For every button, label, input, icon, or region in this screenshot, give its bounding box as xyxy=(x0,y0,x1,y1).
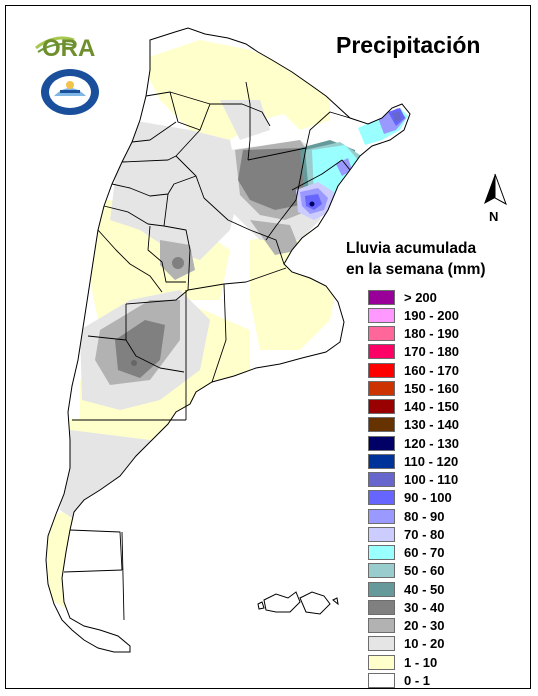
map-title: Precipitación xyxy=(336,32,481,58)
legend-swatch xyxy=(368,417,395,433)
legend-label: 160 - 170 xyxy=(404,362,459,378)
legend-label: 100 - 110 xyxy=(404,472,459,488)
legend-label: > 200 xyxy=(404,289,437,305)
legend-row: 1 - 10 xyxy=(368,653,518,671)
legend-row: 50 - 60 xyxy=(368,562,518,580)
legend-swatch xyxy=(368,563,395,579)
legend-row: 30 - 40 xyxy=(368,598,518,616)
legend-swatch xyxy=(368,599,395,615)
smn-logo xyxy=(40,68,100,121)
legend-label: 20 - 30 xyxy=(404,618,445,634)
smn-logo-graphic xyxy=(41,69,99,115)
legend-label: 60 - 70 xyxy=(404,545,445,561)
legend-row: 120 - 130 xyxy=(368,434,518,452)
legend-row: 40 - 50 xyxy=(368,580,518,598)
legend-label: 190 - 200 xyxy=(404,307,459,323)
legend-label: 1 - 10 xyxy=(404,654,438,670)
legend: > 200 190 - 200 180 - 190 170 - 180 160 - 17… xyxy=(368,288,518,690)
legend-swatch xyxy=(368,526,395,542)
legend-title-line2: en la semana (mm) xyxy=(346,261,486,278)
legend-row: 160 - 170 xyxy=(368,361,518,379)
legend-row: 20 - 30 xyxy=(368,617,518,635)
legend-label: 0 - 1 xyxy=(404,672,431,688)
legend-label: 40 - 50 xyxy=(404,581,445,597)
legend-swatch xyxy=(368,399,395,415)
legend-label: 180 - 190 xyxy=(404,326,459,342)
legend-swatch xyxy=(368,654,395,670)
legend-swatch xyxy=(368,545,395,561)
legend-swatch xyxy=(368,289,395,305)
legend-swatch xyxy=(368,380,395,396)
legend-label: 30 - 40 xyxy=(404,599,445,615)
legend-label: 150 - 160 xyxy=(404,380,459,396)
legend-label: 90 - 100 xyxy=(404,490,452,506)
legend-row: 80 - 90 xyxy=(368,507,518,525)
legend-title-line1: Lluvia acumulada xyxy=(346,240,477,257)
legend-swatch xyxy=(368,490,395,506)
ora-logo-graphic: ORA xyxy=(35,35,95,62)
legend-swatch xyxy=(368,581,395,597)
legend-swatch xyxy=(368,326,395,342)
ora-logo-text: ORA xyxy=(42,35,95,62)
legend-row: > 200 xyxy=(368,288,518,306)
legend-label: 70 - 80 xyxy=(404,526,445,542)
legend-row: 110 - 120 xyxy=(368,452,518,470)
legend-label: 140 - 150 xyxy=(404,399,459,415)
legend-row: 70 - 80 xyxy=(368,525,518,543)
legend-label: 120 - 130 xyxy=(404,435,459,451)
legend-row: 190 - 200 xyxy=(368,306,518,324)
legend-swatch xyxy=(368,636,395,652)
legend-label: 80 - 90 xyxy=(404,508,445,524)
legend-row: 150 - 160 xyxy=(368,379,518,397)
legend-swatch xyxy=(368,453,395,469)
legend-row: 140 - 150 xyxy=(368,398,518,416)
legend-row: 0 - 1 xyxy=(368,671,518,689)
north-arrow: N xyxy=(478,172,512,229)
legend-swatch xyxy=(368,362,395,378)
legend-row: 90 - 100 xyxy=(368,489,518,507)
legend-label: 110 - 120 xyxy=(404,453,459,469)
legend-title: Lluvia acumulada en la semana (mm) xyxy=(346,238,526,280)
legend-swatch xyxy=(368,672,395,688)
legend-label: 50 - 60 xyxy=(404,563,445,579)
legend-swatch xyxy=(368,472,395,488)
legend-swatch xyxy=(368,344,395,360)
legend-swatch xyxy=(368,307,395,323)
north-label: N xyxy=(489,209,498,224)
legend-row: 180 - 190 xyxy=(368,325,518,343)
legend-row: 100 - 110 xyxy=(368,471,518,489)
legend-swatch xyxy=(368,435,395,451)
legend-swatch xyxy=(368,618,395,634)
legend-swatch xyxy=(368,508,395,524)
legend-label: 170 - 180 xyxy=(404,344,459,360)
legend-label: 10 - 20 xyxy=(404,636,445,652)
legend-label: 130 - 140 xyxy=(404,417,459,433)
ora-logo: ORA xyxy=(34,28,104,67)
legend-row: 130 - 140 xyxy=(368,416,518,434)
north-arrow-icon: N xyxy=(484,173,507,224)
legend-row: 170 - 180 xyxy=(368,343,518,361)
legend-row: 10 - 20 xyxy=(368,635,518,653)
legend-row: 60 - 70 xyxy=(368,544,518,562)
